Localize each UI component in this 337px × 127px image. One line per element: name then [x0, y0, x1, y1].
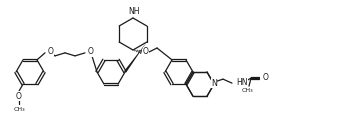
- Text: O: O: [48, 47, 54, 56]
- Text: O: O: [16, 92, 22, 101]
- Text: HN: HN: [236, 78, 247, 87]
- Polygon shape: [124, 42, 147, 73]
- Text: O: O: [88, 47, 94, 56]
- Text: O: O: [263, 73, 269, 82]
- Text: O: O: [143, 47, 149, 57]
- Text: CH₃: CH₃: [13, 107, 25, 112]
- Text: N: N: [211, 79, 217, 88]
- Text: CH₃: CH₃: [241, 88, 253, 93]
- Text: NH: NH: [128, 7, 140, 17]
